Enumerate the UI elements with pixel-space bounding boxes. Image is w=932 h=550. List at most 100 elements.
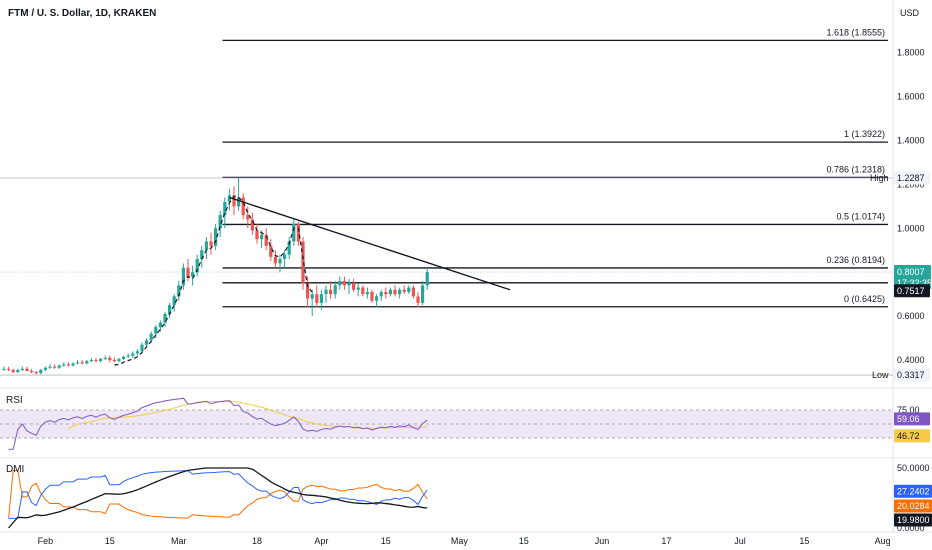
candle-body (375, 296, 379, 301)
price-tick-label: 1.6000 (897, 91, 925, 101)
price-axis: 1.80001.60001.40001.20001.00000.60000.40… (897, 48, 925, 365)
fib-level-label: 0.236 (0.8194) (826, 255, 885, 265)
price-tick-label: 1.0000 (897, 223, 925, 233)
dmi-label[interactable]: DMI (6, 464, 24, 475)
candle-body (306, 283, 310, 299)
candle-body (122, 356, 126, 359)
candle-body (338, 280, 342, 286)
candle-body (425, 272, 429, 286)
candle-body (292, 223, 296, 242)
low-value-bg (894, 368, 930, 382)
high-value-bg (894, 171, 930, 185)
candle-body (329, 289, 333, 295)
time-tick-label: Jul (734, 536, 746, 546)
candle-body (232, 195, 236, 207)
dashed-path (114, 195, 313, 366)
candle-body (398, 289, 402, 295)
candle-body (2, 368, 6, 370)
dmi-panel: 50.0000 0.0000 (8, 463, 930, 533)
candle-body (301, 241, 305, 284)
candle-body (168, 305, 172, 314)
rsi-line (8, 397, 428, 450)
price-tick-label: 1.4000 (897, 135, 925, 145)
candle-body (57, 365, 61, 368)
candle-body (177, 285, 181, 297)
time-tick-label: 15 (519, 536, 529, 546)
candle-body (62, 364, 66, 366)
candle-body (388, 289, 392, 295)
time-tick-label: Apr (314, 536, 328, 546)
time-axis: Feb15Mar18Apr15May15Jun17Jul15Aug15Sep (38, 536, 891, 546)
candle-body (250, 219, 254, 231)
fib-level-label: 0.5 (1.0174) (836, 211, 885, 221)
rsi-label[interactable]: RSI (6, 395, 23, 406)
candle-body (39, 369, 43, 374)
countdown-value: 17:32:35 (897, 278, 932, 288)
candle-body (260, 234, 264, 240)
time-tick-label: 17 (661, 536, 671, 546)
candle-body (145, 340, 149, 345)
chart-title: FTM / U. S. Dollar, 1D, KRAKEN (8, 8, 156, 19)
candle-body (154, 327, 158, 334)
support-value: 0.7517 (897, 286, 925, 296)
fib-level-label: 0 (0.6425) (844, 294, 885, 304)
low-label: Low (872, 370, 889, 380)
price-tick-label: 0.4000 (897, 355, 925, 365)
candle-body (319, 294, 323, 303)
minus-di-badge: 20.0284 (897, 501, 930, 511)
candle-body (71, 363, 75, 366)
rsi-tick-label: 75.00 (897, 405, 920, 415)
candle-body (310, 294, 314, 299)
plus-di-line (8, 470, 428, 519)
last-price-badge (894, 265, 931, 290)
low-value: 0.3317 (897, 370, 925, 380)
minus-di-line (8, 469, 428, 519)
candle-body (99, 358, 103, 362)
candle-body (117, 358, 121, 362)
candle-body (283, 254, 287, 260)
candle-body (333, 285, 337, 295)
candle-body (172, 296, 176, 306)
plus-di-badge-bg (894, 484, 932, 498)
currency-label[interactable]: USD (900, 8, 920, 18)
adx-line (8, 467, 428, 529)
candle-body (209, 241, 213, 246)
candle-body (246, 215, 250, 220)
candle-body (103, 357, 107, 359)
rsi-panel: 75.0025.00 (0, 397, 920, 450)
candle-body (135, 351, 139, 354)
candle-body (347, 283, 351, 286)
candle-body (365, 291, 369, 295)
candle-body (379, 291, 383, 297)
candle-body (200, 250, 204, 260)
candle-body (11, 369, 15, 373)
descending-trendline (229, 196, 511, 291)
candle-body (214, 228, 218, 246)
candle-body (384, 291, 388, 295)
candle-body (356, 287, 360, 290)
price-tick-label: 0.6000 (897, 311, 925, 321)
time-tick-label: 15 (381, 536, 391, 546)
price-tick-label: 1.8000 (897, 48, 925, 58)
candle-body (393, 289, 397, 295)
candle-body (218, 215, 222, 229)
high-value: 1.2287 (897, 173, 925, 183)
candle-body (16, 369, 20, 373)
grid-lines (0, 0, 932, 533)
time-tick-label: Mar (171, 536, 187, 546)
candle-body (7, 368, 11, 370)
candle-body (237, 197, 241, 207)
candle-body (204, 241, 208, 251)
rsi-value-badge-bg (894, 412, 930, 426)
candle-body (278, 259, 282, 264)
candle-body (66, 364, 70, 366)
plus-di-badge: 27.2402 (897, 486, 930, 496)
candle-body (181, 267, 185, 286)
candle-body (149, 333, 153, 341)
time-tick-label: 15 (105, 536, 115, 546)
time-tick-label: May (451, 536, 469, 546)
time-tick-label: 18 (252, 536, 262, 546)
candle-body (108, 357, 112, 361)
